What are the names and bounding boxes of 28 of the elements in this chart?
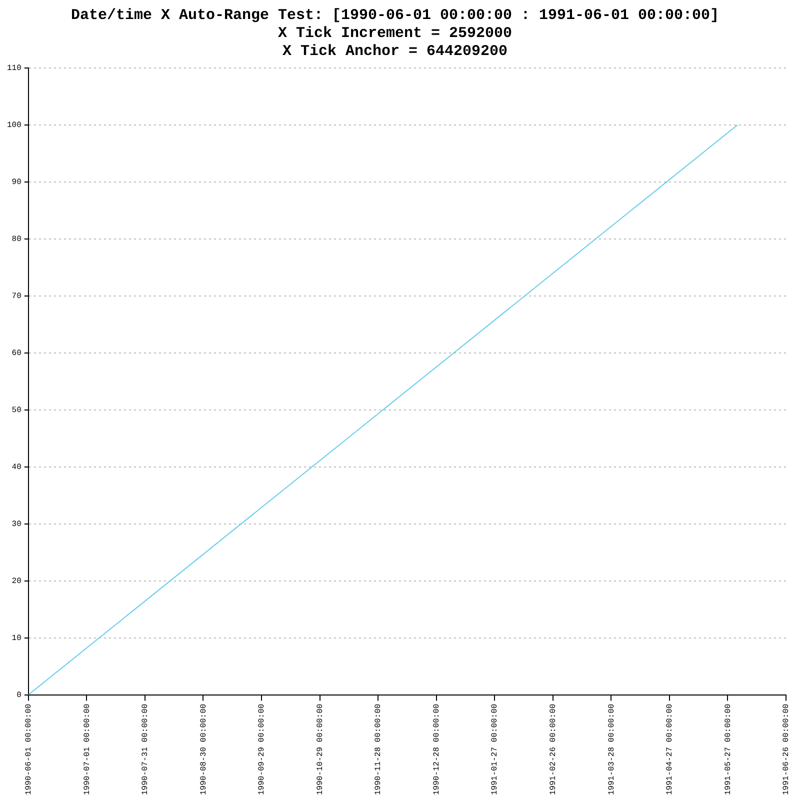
y-tick-label: 90 — [12, 178, 22, 188]
x-tick-label: 1991-02-26 00:00:00 — [549, 704, 558, 796]
y-tick-label: 20 — [12, 576, 22, 586]
y-tick-label: 30 — [12, 520, 22, 529]
x-tick-label: 1990-12-28 00:00:00 — [432, 704, 442, 796]
y-tick-label: 50 — [12, 406, 22, 416]
x-tick-label: 1991-04-27 00:00:00 — [666, 704, 675, 796]
y-tick-label: 40 — [12, 462, 22, 472]
x-tick-label: 1990-07-01 00:00:00 — [82, 704, 92, 796]
x-tick-label: 1991-05-27 00:00:00 — [724, 704, 733, 796]
x-tick-label: 1991-03-28 00:00:00 — [607, 704, 616, 796]
x-tick-label: 1990-07-31 00:00:00 — [141, 704, 150, 796]
x-tick-label: 1990-10-29 00:00:00 — [316, 704, 325, 796]
x-tick-label: 1990-08-30 00:00:00 — [199, 704, 208, 796]
y-tick-label: 60 — [12, 349, 22, 358]
x-tick-label: 1990-11-28 00:00:00 — [374, 704, 384, 796]
y-tick-label: 0 — [16, 690, 22, 700]
chart-title: Date/time X Auto-Range Test: [1990-06-01 00:00:00 : 1991-06-01 00:00:00] — [70, 6, 720, 24]
y-tick-label: 100 — [6, 121, 22, 130]
x-tick-label: 1990-09-29 00:00:00 — [258, 704, 267, 796]
y-tick-label: 70 — [12, 292, 22, 302]
x-tick-label: 1991-06-26 00:00:00 — [782, 704, 792, 796]
y-tick-label: 10 — [12, 634, 22, 643]
y-tick-label: 110 — [6, 64, 22, 74]
x-tick-label: 1990-06-01 00:00:00 — [24, 704, 34, 796]
y-tick-label: 80 — [12, 235, 22, 244]
chart-subtitle: X Tick Increment = 2592000 X Tick Anchor = 644209200 — [278, 24, 512, 60]
x-tick-label: 1991-01-27 00:00:00 — [490, 704, 500, 796]
